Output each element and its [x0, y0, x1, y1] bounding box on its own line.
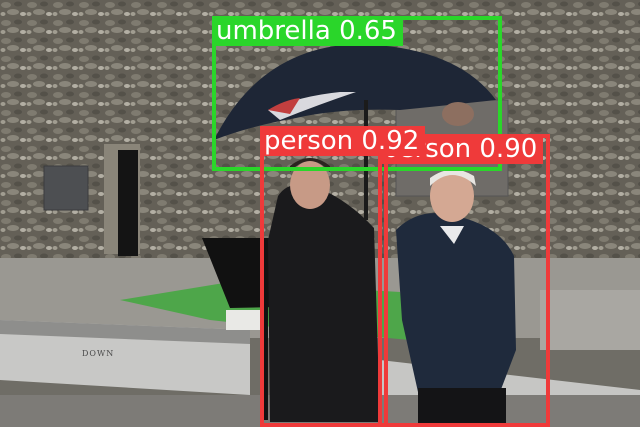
- person-bounding-box: person 0.92: [260, 126, 426, 427]
- person-bounding-box: person 0.90: [378, 134, 550, 427]
- doorway: [118, 150, 138, 256]
- wall-plaque: [43, 165, 89, 211]
- umbrella-detection-label: umbrella 0.65: [212, 16, 403, 46]
- person-listener: [396, 213, 516, 392]
- umbrella-bounding-box: umbrella 0.65: [212, 16, 502, 171]
- person-detection-label: person 0.92: [260, 126, 426, 156]
- person-speaker: [268, 184, 380, 422]
- wall-engraving: DOWN: [82, 349, 115, 358]
